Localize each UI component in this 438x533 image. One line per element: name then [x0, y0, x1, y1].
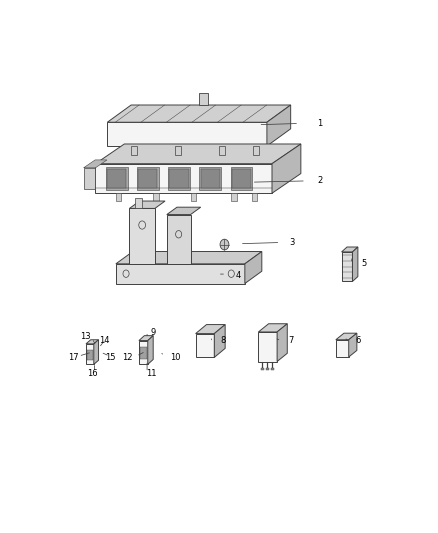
Polygon shape: [167, 207, 201, 215]
Polygon shape: [167, 215, 191, 264]
Polygon shape: [86, 344, 94, 365]
Text: 10: 10: [170, 353, 180, 362]
Polygon shape: [116, 193, 121, 200]
Polygon shape: [137, 167, 159, 190]
Polygon shape: [191, 193, 196, 200]
Polygon shape: [116, 264, 245, 284]
Polygon shape: [201, 168, 220, 188]
Polygon shape: [134, 198, 142, 208]
Polygon shape: [230, 167, 252, 190]
Polygon shape: [84, 168, 95, 189]
Text: 14: 14: [99, 336, 109, 345]
Polygon shape: [353, 247, 358, 281]
Text: 3: 3: [290, 238, 295, 247]
Text: 11: 11: [146, 369, 157, 378]
Text: 12: 12: [123, 353, 133, 362]
Polygon shape: [138, 168, 157, 188]
Polygon shape: [245, 252, 262, 284]
Polygon shape: [199, 167, 221, 190]
Polygon shape: [116, 252, 262, 264]
Text: 7: 7: [288, 336, 293, 345]
Polygon shape: [261, 368, 264, 370]
Polygon shape: [175, 146, 181, 155]
Polygon shape: [196, 325, 225, 334]
Polygon shape: [258, 324, 287, 332]
Polygon shape: [170, 168, 189, 188]
Polygon shape: [153, 193, 159, 200]
Polygon shape: [266, 368, 268, 370]
Polygon shape: [232, 168, 251, 188]
Polygon shape: [342, 252, 353, 281]
Polygon shape: [106, 167, 127, 190]
Text: 5: 5: [361, 259, 366, 268]
Polygon shape: [219, 146, 226, 155]
Text: 9: 9: [151, 328, 156, 337]
Polygon shape: [139, 336, 153, 341]
Polygon shape: [258, 332, 277, 361]
Polygon shape: [168, 167, 190, 190]
Polygon shape: [107, 122, 267, 146]
Polygon shape: [342, 247, 358, 252]
Text: 2: 2: [317, 176, 322, 185]
Polygon shape: [349, 333, 357, 357]
Polygon shape: [336, 340, 349, 357]
Polygon shape: [253, 146, 259, 155]
Polygon shape: [271, 368, 274, 370]
Polygon shape: [214, 325, 225, 358]
Text: 15: 15: [106, 353, 116, 362]
Polygon shape: [84, 160, 107, 168]
Polygon shape: [130, 208, 155, 264]
Polygon shape: [139, 341, 148, 365]
Polygon shape: [107, 105, 291, 122]
Polygon shape: [107, 168, 126, 188]
Text: 8: 8: [220, 336, 226, 345]
Polygon shape: [95, 164, 272, 193]
Polygon shape: [267, 105, 291, 146]
Polygon shape: [336, 333, 357, 340]
Polygon shape: [196, 334, 214, 358]
Polygon shape: [277, 324, 287, 361]
Polygon shape: [86, 340, 99, 344]
Polygon shape: [131, 146, 137, 155]
Polygon shape: [148, 336, 153, 365]
Polygon shape: [199, 93, 208, 105]
Polygon shape: [251, 193, 257, 200]
Text: 6: 6: [356, 336, 361, 345]
Text: 17: 17: [68, 353, 79, 362]
Text: 16: 16: [87, 369, 97, 378]
Polygon shape: [94, 340, 99, 365]
Text: 4: 4: [236, 271, 240, 280]
Polygon shape: [140, 347, 147, 359]
Polygon shape: [231, 193, 237, 200]
Polygon shape: [95, 144, 301, 164]
Text: 1: 1: [317, 119, 322, 128]
Polygon shape: [130, 201, 165, 208]
Polygon shape: [272, 144, 301, 193]
Circle shape: [220, 239, 229, 250]
Text: 13: 13: [80, 333, 91, 341]
Polygon shape: [87, 350, 93, 360]
